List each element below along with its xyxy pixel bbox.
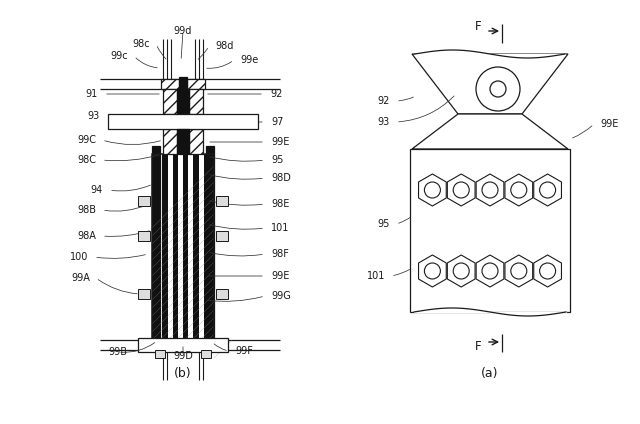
Text: 91: 91 [86, 89, 98, 99]
Bar [138, 232, 150, 241]
Bar [138, 338, 228, 352]
Text: 97: 97 [271, 117, 284, 127]
Bar [177, 89, 189, 114]
Polygon shape [419, 255, 446, 287]
Text: 99G: 99G [271, 291, 291, 301]
Text: 99E: 99E [600, 119, 618, 129]
Bar [216, 196, 228, 206]
Polygon shape [447, 255, 475, 287]
Circle shape [424, 182, 440, 198]
Bar [155, 350, 165, 358]
Bar [179, 77, 187, 91]
Circle shape [453, 263, 469, 279]
Text: F: F [476, 20, 482, 33]
Bar [188, 154, 193, 340]
Polygon shape [534, 255, 561, 287]
Bar [216, 289, 228, 299]
Bar [163, 129, 177, 154]
Text: 98d: 98d [215, 41, 234, 51]
Text: 101: 101 [367, 271, 385, 281]
Bar [161, 79, 179, 89]
Text: (b): (b) [174, 368, 192, 380]
Text: (a): (a) [481, 368, 499, 380]
Bar [183, 154, 188, 340]
Bar [198, 154, 204, 340]
Bar [189, 129, 203, 154]
Bar [152, 154, 214, 340]
Bar [201, 350, 211, 358]
Bar [108, 114, 258, 129]
Text: 100: 100 [70, 252, 88, 262]
Text: F: F [476, 340, 482, 354]
Bar [163, 154, 168, 340]
Bar [138, 196, 150, 206]
Text: 94: 94 [91, 185, 103, 195]
Text: 98D: 98D [271, 173, 291, 183]
Text: 98C: 98C [77, 155, 96, 165]
Text: 92: 92 [270, 89, 282, 99]
Bar [193, 154, 198, 340]
Text: 95: 95 [271, 155, 284, 165]
Text: 98c: 98c [132, 39, 150, 49]
Polygon shape [476, 174, 504, 206]
Bar [216, 232, 228, 241]
Bar [163, 89, 177, 114]
Text: 99c: 99c [110, 51, 128, 61]
Text: 93: 93 [378, 117, 390, 127]
Bar [178, 154, 183, 340]
Text: 99E: 99E [271, 137, 289, 147]
Text: 99E: 99E [271, 271, 289, 281]
Circle shape [540, 182, 556, 198]
Polygon shape [447, 174, 475, 206]
Bar [168, 154, 173, 340]
Bar [206, 146, 214, 348]
Circle shape [540, 263, 556, 279]
Text: 99A: 99A [71, 273, 90, 283]
Text: 99B: 99B [109, 347, 127, 357]
Bar [410, 149, 570, 312]
Polygon shape [505, 174, 532, 206]
Polygon shape [534, 174, 561, 206]
Circle shape [511, 182, 527, 198]
Bar [204, 154, 209, 340]
Text: 99D: 99D [173, 351, 193, 361]
Polygon shape [412, 54, 568, 114]
Polygon shape [476, 255, 504, 287]
Text: 98F: 98F [271, 249, 289, 259]
Polygon shape [412, 114, 568, 149]
Text: 98B: 98B [77, 205, 96, 215]
Bar [173, 154, 178, 340]
Bar [177, 129, 189, 154]
Text: 99d: 99d [174, 26, 192, 36]
Bar [187, 79, 205, 89]
Bar [152, 146, 160, 348]
Text: 95: 95 [378, 219, 390, 229]
Bar [138, 289, 150, 299]
Circle shape [511, 263, 527, 279]
Bar [152, 154, 214, 340]
Text: 98E: 98E [271, 199, 289, 209]
Circle shape [453, 182, 469, 198]
Text: 93: 93 [88, 111, 100, 121]
Text: 98A: 98A [77, 231, 96, 241]
Text: 99F: 99F [235, 346, 253, 356]
Polygon shape [505, 255, 532, 287]
Bar [157, 154, 163, 340]
Circle shape [482, 182, 498, 198]
Text: 92: 92 [378, 96, 390, 106]
Bar [209, 154, 214, 340]
Bar [152, 154, 157, 340]
Text: 99C: 99C [77, 135, 96, 145]
Text: 99e: 99e [240, 55, 259, 65]
Text: 101: 101 [271, 223, 289, 233]
Circle shape [424, 263, 440, 279]
Polygon shape [419, 174, 446, 206]
Circle shape [482, 263, 498, 279]
Bar [189, 89, 203, 114]
